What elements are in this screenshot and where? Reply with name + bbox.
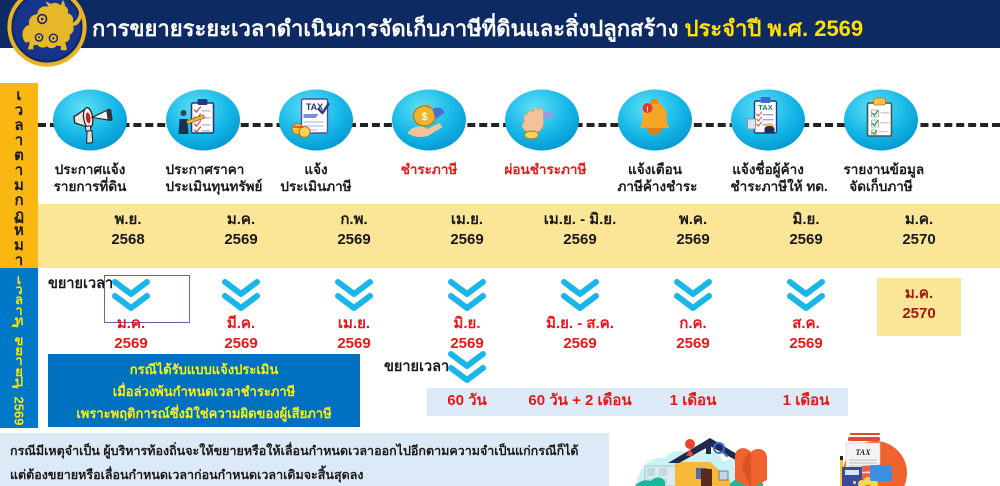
svg-text:$: $ — [421, 111, 427, 123]
svg-text:!: ! — [646, 107, 648, 114]
svg-text:TAX: TAX — [758, 103, 772, 112]
